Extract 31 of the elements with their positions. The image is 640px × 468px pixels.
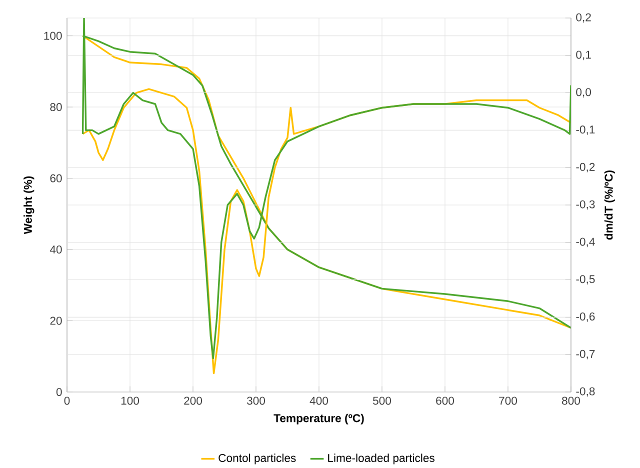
y2-tick-label: -0,7 — [576, 350, 595, 360]
legend-label: Contol particles — [218, 454, 296, 464]
y2-tick-label: -0,4 — [576, 238, 595, 248]
y2-tick-label: -0,3 — [576, 200, 595, 210]
y-tick-label: 40 — [50, 246, 62, 254]
x-tick-label: 500 — [372, 396, 391, 405]
x-tick-label: 200 — [184, 396, 202, 405]
x-tick-label: 600 — [436, 396, 454, 405]
y2-tick-label: -0,8 — [576, 387, 595, 397]
x-tick-label: 400 — [310, 396, 328, 405]
y2-axis-title: dm/dT (%/ºC) — [604, 170, 615, 240]
y2-tick-label: 0,1 — [576, 50, 591, 60]
x-tick-label: 800 — [562, 396, 580, 405]
y-tick-label: 80 — [50, 103, 62, 112]
x-tick-label: 100 — [121, 396, 140, 405]
y2-tick-label: 0,2 — [576, 13, 591, 23]
y2-tick-label: -0,1 — [576, 126, 595, 135]
y-tick-label: 20 — [50, 316, 62, 325]
x-tick-label: 700 — [499, 396, 517, 405]
x-axis-title: Temperature (ºC) — [274, 414, 364, 424]
y-tick-label: 0 — [56, 388, 62, 396]
y-tick-label: 60 — [50, 174, 62, 182]
y2-tick-label: -0,6 — [576, 312, 595, 322]
x-tick-label: 300 — [246, 396, 265, 405]
y-tick-label: 100 — [44, 32, 62, 40]
legend-label: Lime-loaded particles — [328, 454, 434, 464]
y2-tick-label: -0,2 — [576, 162, 595, 172]
y-axis-title: Weight (%) — [24, 176, 34, 234]
x-tick-label: 0 — [64, 396, 70, 405]
y2-tick-label: -0,5 — [576, 275, 595, 284]
y2-tick-label: 0,0 — [576, 88, 591, 98]
